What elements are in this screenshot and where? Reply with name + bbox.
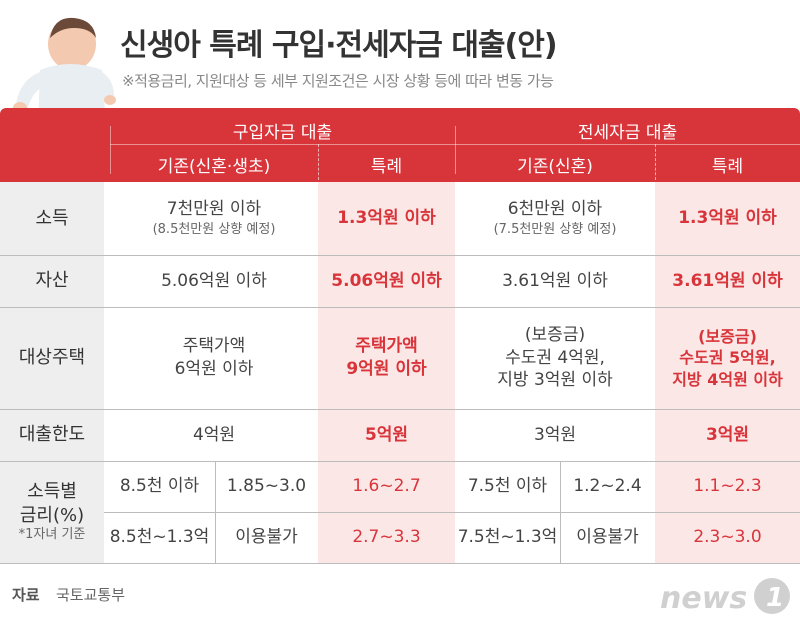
cell-line: (보증금) [524, 324, 586, 345]
assets-lease-existing: 3.61억원 이하 [502, 270, 608, 291]
cell-line: 주택가액 [355, 336, 418, 357]
rate-label-line: 금리(%) [19, 504, 85, 526]
page-subtitle: ※적용금리, 지원대상 등 세부 지원조건은 시장 상황 등에 따라 변동 가능 [122, 72, 554, 90]
limit-lease-special: 3억원 [705, 424, 750, 445]
housing-lease-special: (보증금) 수도권 5억원, 지방 4억원 이하 [655, 307, 800, 409]
rate-label-line: 소득별 [27, 481, 77, 503]
rate-purchase-special-a: 1.6~2.7 [352, 476, 421, 497]
assets-purchase-existing: 5.06억원 이하 [161, 270, 267, 291]
source-value: 국토교통부 [56, 586, 126, 604]
header-purchase-existing: 기존(신혼·생초) [157, 157, 271, 177]
rate-purchase-existing-b: 이용불가 [235, 527, 298, 548]
assets-lease-special: 3.61억원 이하 [672, 270, 783, 291]
header-divider [455, 126, 456, 174]
rate-lease-income-a: 7.5천 이하 [467, 476, 548, 497]
logo-mark-circle [754, 578, 790, 614]
cell-line: 6억원 이하 [174, 359, 254, 379]
income-purchase-existing: 7천만원 이하 (8.5천만원 상향 예정) [110, 182, 318, 255]
cell-line: 9억원 이하 [346, 359, 427, 379]
header-purchase-special: 특례 [370, 157, 403, 177]
cell-line: 지방 3억원 이하 [497, 370, 613, 391]
housing-purchase-special: 주택가액 9억원 이하 [318, 307, 455, 409]
row-label-income: 소득 [0, 182, 104, 255]
rate-lease-special-b: 2.3~3.0 [693, 527, 762, 548]
header-divider [318, 144, 320, 180]
cell-line: 수도권 5억원, [679, 348, 776, 368]
row-label-assets: 자산 [0, 255, 104, 307]
cell-line: 주택가액 [182, 336, 246, 357]
row-divider [0, 307, 800, 308]
header-divider [110, 144, 800, 145]
limit-purchase-special: 5억원 [364, 424, 409, 445]
cell-note: (8.5천만원 상향 예정) [152, 222, 276, 238]
housing-lease-existing: (보증금) 수도권 4억원, 지방 3억원 이하 [455, 307, 655, 409]
limit-lease-existing: 3억원 [533, 424, 577, 445]
rate-lease-special-a: 1.1~2.3 [693, 476, 762, 497]
row-divider [0, 563, 800, 564]
cell-line: 지방 4억원 이하 [672, 369, 783, 389]
header-lease: 전세자금 대출 [577, 123, 678, 143]
header-lease-special: 특례 [711, 157, 744, 177]
cell-value: 6천만원 이하 [507, 199, 603, 220]
row-label-limit: 대출한도 [0, 409, 104, 461]
row-label-housing: 대상주택 [0, 307, 104, 409]
logo-mark: 1 [766, 583, 784, 613]
rate-purchase-income-b: 8.5천~1.3억 [109, 527, 210, 548]
logo-text: news [660, 581, 747, 616]
cell-line: 수도권 4억원, [505, 347, 605, 368]
rate-purchase-special-b: 2.7~3.3 [352, 527, 421, 548]
column-divider [215, 461, 216, 563]
special-column-bg [655, 182, 800, 563]
row-divider [0, 409, 800, 410]
table-header [0, 108, 800, 182]
page-title: 신생아 특례 구입·전세자금 대출(안) [120, 28, 558, 63]
housing-purchase-existing: 주택가액 6억원 이하 [110, 307, 318, 409]
income-purchase-special: 1.3억원 이하 [337, 208, 436, 229]
row-divider [104, 512, 800, 513]
row-divider [0, 255, 800, 256]
rate-purchase-existing-a: 1.85~3.0 [226, 476, 307, 497]
cell-value: 7천만원 이하 [166, 199, 262, 220]
rate-lease-existing-a: 1.2~2.4 [573, 476, 642, 497]
rate-label-note: *1자녀 기준 [18, 526, 86, 542]
source-label: 자료 [12, 586, 40, 604]
header-divider [110, 126, 111, 174]
header-divider [655, 144, 657, 180]
news1-logo: news 1 [660, 578, 790, 616]
header-purchase: 구입자금 대출 [232, 123, 333, 143]
column-divider [560, 461, 561, 563]
special-column-bg [318, 182, 455, 563]
rate-purchase-income-a: 8.5천 이하 [119, 476, 200, 497]
income-lease-special: 1.3억원 이하 [678, 208, 777, 229]
cell-line: (보증금) [698, 326, 757, 346]
row-divider [0, 461, 800, 462]
rate-lease-income-b: 7.5천~1.3억 [457, 527, 558, 548]
assets-purchase-special: 5.06억원 이하 [331, 270, 442, 291]
row-label-rate: 소득별 금리(%) *1자녀 기준 [0, 461, 104, 563]
cell-note: (7.5천만원 상향 예정) [493, 222, 617, 238]
income-lease-existing: 6천만원 이하 (7.5천만원 상향 예정) [455, 182, 655, 255]
limit-purchase-existing: 4억원 [192, 424, 236, 445]
header-lease-existing: 기존(신혼) [517, 157, 593, 177]
rate-lease-existing-b: 이용불가 [576, 527, 639, 548]
